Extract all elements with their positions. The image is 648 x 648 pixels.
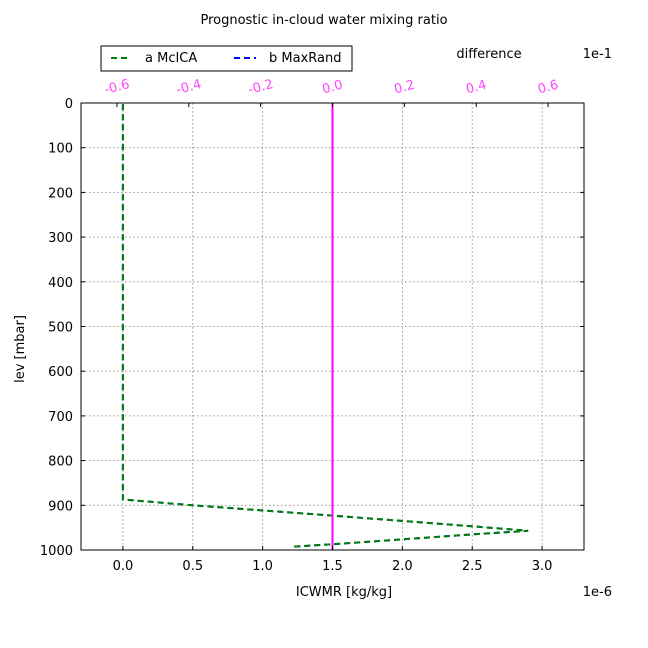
- top-tick-label: 0.0: [321, 78, 345, 98]
- x-tick-label: 0.0: [113, 559, 134, 574]
- x-tick-label: 1.0: [252, 559, 273, 574]
- series-line-b-maxrand: [121, 104, 529, 548]
- top-tick-label: -0.4: [175, 77, 203, 98]
- top-tick-label: 0.6: [536, 78, 560, 98]
- top-tick-label: 0.2: [393, 78, 417, 98]
- y-tick-label: 600: [48, 365, 73, 380]
- legend-label-mcica: a McICA: [145, 51, 197, 66]
- y-tick-label: 700: [48, 410, 73, 425]
- series-line-a-mcica: [121, 104, 529, 548]
- x-tick-label: 2.5: [462, 559, 483, 574]
- y-tick-label: 500: [48, 321, 73, 336]
- legend-box: [100, 45, 353, 72]
- y-tick-label: 800: [48, 455, 73, 470]
- top-tick-label: 0.4: [464, 78, 488, 98]
- legend: a McICA b MaxRand: [100, 45, 353, 72]
- x-tick-label: 0.5: [182, 559, 203, 574]
- y-axis-label: lev [mbar]: [13, 315, 28, 383]
- x-axis-label: ICWMR [kg/kg]: [296, 585, 392, 600]
- chart-title: Prognostic in-cloud water mixing ratio: [200, 13, 447, 28]
- top-tick-label: -0.6: [103, 77, 131, 98]
- top-tick-label: -0.2: [247, 77, 275, 98]
- x-tick-label: 1.5: [322, 559, 343, 574]
- y-tick-label: 200: [48, 186, 73, 201]
- y-tick-label: 100: [48, 142, 73, 157]
- legend-label-maxrand: b MaxRand: [269, 51, 341, 66]
- top-offset-label: 1e-1: [583, 47, 612, 62]
- x-tick-label: 2.0: [392, 559, 413, 574]
- x-offset-label: 1e-6: [583, 585, 612, 600]
- y-tick-label: 300: [48, 231, 73, 246]
- x-tick-label: 3.0: [532, 559, 553, 574]
- series-layer: [121, 103, 529, 550]
- y-tick-label: 900: [48, 499, 73, 514]
- ticks: 0.0 0.5 1.0 1.5 2.0 2.5 3.0 0 100 200 300 400 500 600…: [40, 77, 584, 574]
- y-tick-label: 0: [65, 97, 73, 112]
- top-axis-label: difference: [456, 47, 521, 62]
- y-tick-label: 400: [48, 276, 73, 291]
- y-tick-label: 1000: [40, 544, 73, 559]
